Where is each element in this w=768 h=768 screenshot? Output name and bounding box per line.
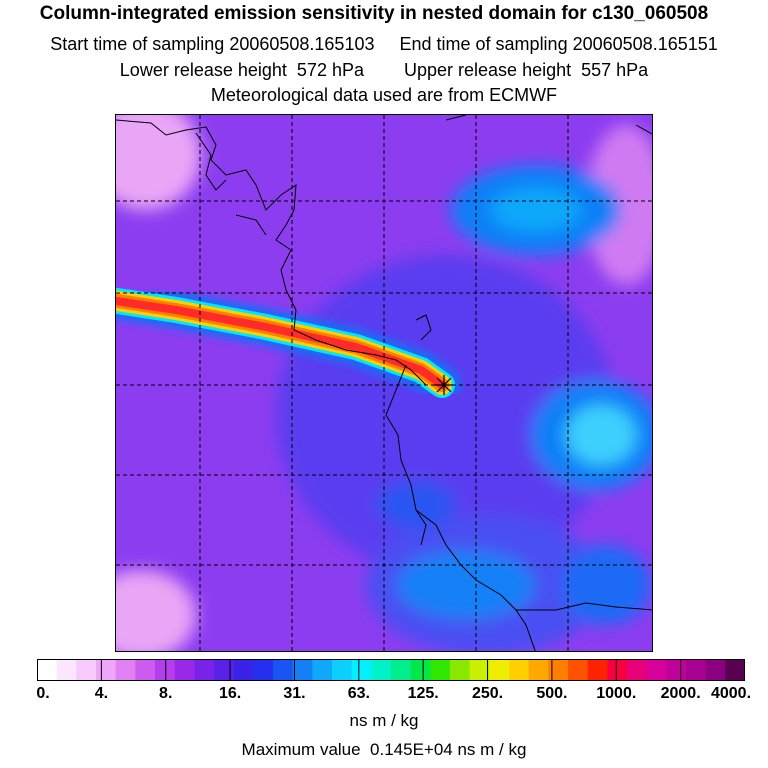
colorbar-segment <box>233 659 254 681</box>
release-heights: Lower release height 572 hPa Upper relea… <box>0 60 768 81</box>
light-region-north-core <box>491 188 581 232</box>
colorbar-segment <box>666 659 687 681</box>
colorbar-segment <box>155 659 176 681</box>
colorbar-units: ns m / kg <box>349 711 419 730</box>
colorbar-segment <box>725 659 745 681</box>
colorbar-segment <box>410 659 431 681</box>
upper-label: Upper release height <box>404 60 572 80</box>
colorbar-segment <box>469 659 490 681</box>
colorbar-tick-label: 0. <box>36 685 50 702</box>
colorbar-tick-label: 16. <box>218 685 242 702</box>
light-region-coast <box>376 480 456 530</box>
coastline <box>116 115 652 651</box>
plot-title: Column-integrated emission sensitivity i… <box>39 3 709 24</box>
colorbar-segment <box>528 659 549 681</box>
sampling-times: Start time of sampling 20060508.165103 E… <box>0 34 768 55</box>
colorbar-segment <box>489 659 510 681</box>
colorbar <box>37 659 745 681</box>
light-region-southeast <box>561 545 651 625</box>
colorbar-frame <box>37 659 745 681</box>
colorbar-tick-label: 8. <box>159 685 173 702</box>
start-value: 20060508.165103 <box>229 34 375 54</box>
colorbar-segment <box>56 659 77 681</box>
colorbar-tick-label: 2000. <box>660 685 701 702</box>
colorbar-segment <box>214 659 235 681</box>
release-point-marker <box>434 375 454 395</box>
colorbar-segment <box>371 659 392 681</box>
colorbar-segment <box>509 659 530 681</box>
lower-label: Lower release height <box>119 60 287 80</box>
colorbar-segment <box>115 659 136 681</box>
lat-lon-grid <box>116 115 652 651</box>
maximum-value: Maximum value 0.145E+04 ns m / kg <box>241 740 527 759</box>
colorbar-tick-label: 63. <box>347 685 370 702</box>
colorbar-segment <box>194 659 215 681</box>
end-value: 20060508.165151 <box>572 34 718 54</box>
colorbar-segment <box>607 659 628 681</box>
colorbar-segment <box>76 659 97 681</box>
colorbar-segment <box>587 659 608 681</box>
colorbar-segment <box>312 659 333 681</box>
colorbar-segment <box>351 659 372 681</box>
colorbar-tick-label: 500. <box>536 685 568 702</box>
light-region-south <box>396 550 536 620</box>
colorbar-segment <box>292 659 313 681</box>
colorbar-segment <box>391 659 412 681</box>
colorbar-segment <box>135 659 156 681</box>
colorbar-segment <box>686 659 707 681</box>
colorbar-tick-label: 4. <box>94 685 109 702</box>
colorbar-segment <box>430 659 451 681</box>
colorbar-segment <box>450 659 471 681</box>
colorbar-segment <box>174 659 195 681</box>
colorbar-segment <box>332 659 353 681</box>
upper-value: 557 hPa <box>581 60 649 80</box>
emission-plume <box>116 281 461 404</box>
colorbar-segment <box>273 659 294 681</box>
colorbar-segment <box>627 659 648 681</box>
colorbar-tick-label: 125. <box>407 685 439 702</box>
colorbar-segment <box>548 659 569 681</box>
colorbar-segment <box>96 659 117 681</box>
pale-region-nw <box>116 115 201 210</box>
met-data-note: Meteorological data used are from ECMWF <box>210 85 558 105</box>
sensitivity-map <box>115 114 653 652</box>
colorbar-segment <box>705 659 726 681</box>
colorbar-segment <box>568 659 589 681</box>
colorbar-tick-label: 31. <box>283 685 306 702</box>
lower-value: 572 hPa <box>296 60 364 80</box>
pale-region-sw <box>116 570 196 651</box>
colorbar-segment <box>646 659 667 681</box>
colorbar-tick-label: 250. <box>471 685 504 702</box>
colorbar-tick-label: 4000. <box>710 685 752 702</box>
colorbar-segment <box>37 659 58 681</box>
light-region-east-core <box>566 405 636 465</box>
colorbar-segment <box>253 659 274 681</box>
end-label: End time of sampling <box>399 34 568 54</box>
start-label: Start time of sampling <box>50 34 225 54</box>
map-svg <box>116 115 652 651</box>
colorbar-tick-label: 1000. <box>596 685 637 702</box>
